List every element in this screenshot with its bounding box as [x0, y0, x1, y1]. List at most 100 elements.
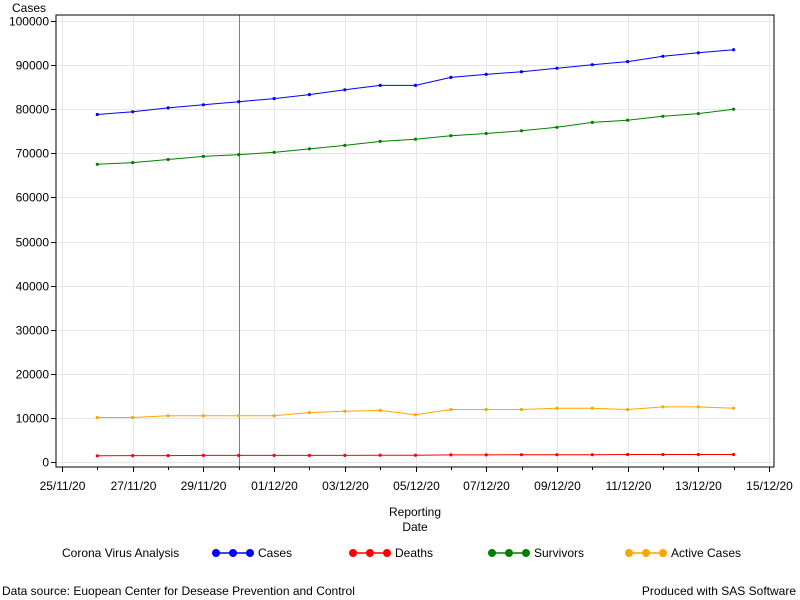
data-point-active-cases	[343, 409, 347, 413]
data-point-cases	[166, 106, 170, 110]
legend-swatch-marker	[522, 549, 530, 557]
legend-label: Cases	[258, 546, 292, 560]
data-point-deaths	[95, 454, 99, 458]
data-point-cases	[237, 100, 241, 104]
data-point-active-cases	[413, 413, 418, 417]
x-tick-label: 09/12/20	[534, 479, 581, 493]
data-point-cases	[484, 72, 488, 76]
series-deaths	[95, 452, 736, 458]
data-point-active-cases	[555, 406, 559, 410]
data-point-active-cases	[166, 414, 170, 418]
legend-swatch-marker	[488, 549, 496, 557]
data-point-survivors	[519, 129, 524, 133]
data-point-deaths	[131, 454, 135, 458]
data-point-deaths	[166, 454, 170, 458]
x-tick-label: 25/11/20	[40, 479, 86, 493]
data-point-survivors	[661, 114, 665, 118]
legend-swatch-marker	[229, 549, 237, 557]
x-tick-label: 03/12/20	[322, 479, 369, 493]
x-tick-label: 11/12/20	[606, 479, 652, 493]
legend-label: Survivors	[534, 546, 584, 560]
data-point-cases	[307, 93, 311, 97]
data-point-survivors	[590, 120, 594, 124]
y-tick-label: 50000	[16, 236, 50, 250]
legend-swatch-marker	[366, 549, 374, 557]
y-tick-label: 30000	[16, 324, 50, 338]
data-point-survivors	[343, 143, 347, 147]
data-point-deaths	[661, 452, 665, 457]
data-point-active-cases	[661, 405, 665, 409]
data-point-cases	[449, 75, 453, 79]
x-axis-title-line2: Date	[402, 520, 428, 534]
series-lines	[95, 48, 736, 458]
x-tick-label: 07/12/20	[463, 479, 510, 493]
data-point-deaths	[696, 452, 700, 457]
data-point-cases	[201, 103, 205, 107]
legend-swatch-marker	[642, 549, 650, 557]
data-point-survivors	[237, 153, 241, 157]
y-tick-label: 10000	[16, 412, 50, 426]
data-point-survivors	[378, 139, 382, 143]
x-tick-label: 15/12/20	[746, 479, 793, 493]
data-point-deaths	[307, 453, 311, 457]
gridlines	[56, 15, 774, 467]
data-point-active-cases	[732, 406, 736, 410]
data-point-deaths	[378, 453, 382, 457]
series-active-cases	[95, 405, 736, 420]
data-point-survivors	[307, 147, 311, 151]
legend-item-deaths: Deaths	[349, 546, 433, 560]
legend-label: Deaths	[395, 546, 433, 560]
data-point-deaths	[201, 453, 205, 457]
data-point-cases	[519, 70, 524, 74]
data-point-cases	[732, 48, 736, 52]
series-line-cases	[97, 49, 734, 115]
data-point-survivors	[272, 150, 276, 154]
data-point-cases	[696, 51, 700, 55]
data-point-active-cases	[484, 407, 488, 412]
data-point-cases	[555, 66, 559, 70]
data-point-cases	[343, 88, 347, 92]
data-point-survivors	[732, 107, 736, 111]
data-point-cases	[378, 83, 382, 87]
x-tick-label: 27/11/20	[111, 479, 157, 493]
legend: Corona Virus Analysis Cases Deaths Survivo…	[62, 546, 741, 560]
data-point-cases	[272, 97, 276, 101]
data-point-active-cases	[449, 407, 453, 412]
data-point-active-cases	[626, 407, 630, 412]
x-axis: 25/11/20 27/11/20 29/11/20 01/12/20 03/12/20…	[40, 467, 793, 493]
legend-swatch-marker	[505, 549, 513, 557]
data-point-survivors	[449, 134, 453, 138]
y-tick-label: 90000	[16, 59, 50, 73]
data-point-active-cases	[696, 405, 700, 409]
data-point-cases	[626, 60, 630, 64]
data-point-cases	[131, 110, 135, 114]
y-tick-label: 100000	[9, 15, 49, 29]
y-axis: 0 10000 20000 30000 40000 50000 60000 70000 8000…	[9, 15, 56, 470]
legend-swatch-marker	[625, 549, 633, 557]
data-point-survivors	[555, 125, 559, 129]
data-point-active-cases	[201, 414, 205, 418]
data-point-deaths	[484, 453, 488, 457]
legend-item-survivors: Survivors	[488, 546, 584, 560]
y-tick-label: 40000	[16, 280, 50, 294]
y-tick-label: 80000	[16, 103, 50, 117]
legend-swatch-marker	[349, 549, 357, 557]
legend-swatch-marker	[659, 549, 667, 557]
data-point-deaths	[732, 452, 736, 457]
legend-title: Corona Virus Analysis	[62, 546, 179, 560]
legend-swatch-marker	[212, 549, 220, 557]
data-point-cases	[413, 83, 418, 87]
series-survivors	[95, 107, 736, 166]
data-point-survivors	[626, 118, 630, 122]
data-point-survivors	[166, 157, 170, 162]
data-point-deaths	[449, 453, 453, 457]
data-point-survivors	[696, 112, 700, 116]
plot-frame	[55, 14, 775, 468]
y-tick-label: 60000	[16, 191, 50, 205]
data-point-survivors	[95, 162, 99, 166]
data-point-deaths	[237, 453, 241, 457]
data-point-active-cases	[307, 411, 311, 415]
y-tick-label: 70000	[16, 147, 50, 161]
data-point-active-cases	[519, 407, 524, 412]
